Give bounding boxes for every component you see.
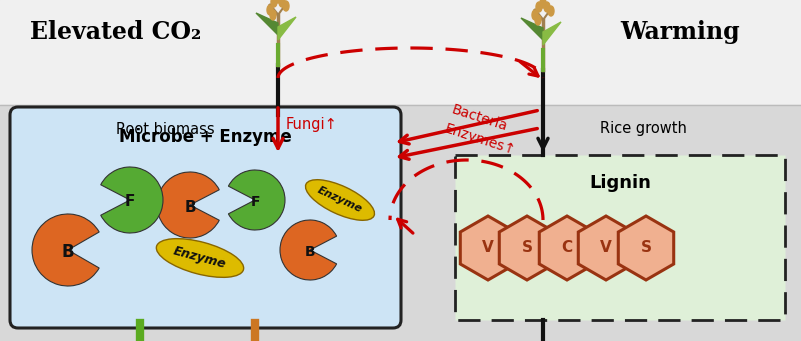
Polygon shape <box>539 216 594 280</box>
Ellipse shape <box>279 0 285 7</box>
Wedge shape <box>280 220 336 280</box>
Text: Root biomass: Root biomass <box>116 122 215 137</box>
Text: Lignin: Lignin <box>589 174 651 192</box>
Ellipse shape <box>536 2 542 12</box>
Ellipse shape <box>535 15 541 25</box>
Bar <box>455 155 785 320</box>
Ellipse shape <box>283 1 289 11</box>
Ellipse shape <box>156 239 244 277</box>
Bar <box>0 105 801 341</box>
Text: Rice growth: Rice growth <box>600 120 687 135</box>
Polygon shape <box>543 22 561 45</box>
Text: C: C <box>562 240 573 255</box>
Polygon shape <box>278 17 296 40</box>
Text: Warming: Warming <box>620 20 739 44</box>
Text: V: V <box>600 240 612 255</box>
FancyBboxPatch shape <box>10 107 401 328</box>
Ellipse shape <box>305 180 375 220</box>
Polygon shape <box>461 216 516 280</box>
Text: V: V <box>482 240 494 255</box>
Text: F: F <box>250 195 260 209</box>
Ellipse shape <box>275 0 281 3</box>
Text: S: S <box>521 240 533 255</box>
Wedge shape <box>228 170 285 230</box>
Text: F: F <box>125 194 135 209</box>
Text: B: B <box>184 199 195 214</box>
Text: S: S <box>641 240 651 255</box>
Bar <box>0 0 801 105</box>
Wedge shape <box>32 214 99 286</box>
Text: Bacteria: Bacteria <box>450 102 509 134</box>
Polygon shape <box>618 216 674 280</box>
Ellipse shape <box>544 2 550 12</box>
Text: B: B <box>304 245 316 259</box>
Text: Microbe + Enzyme: Microbe + Enzyme <box>119 128 292 146</box>
Polygon shape <box>499 216 555 280</box>
Ellipse shape <box>271 0 277 7</box>
Wedge shape <box>101 167 163 233</box>
Ellipse shape <box>267 5 273 15</box>
Ellipse shape <box>540 0 546 8</box>
Ellipse shape <box>532 10 538 20</box>
Text: Fungi↑: Fungi↑ <box>286 118 338 133</box>
Polygon shape <box>256 13 278 35</box>
Polygon shape <box>578 216 634 280</box>
Ellipse shape <box>548 6 554 16</box>
Text: Enzymes↑: Enzymes↑ <box>443 122 517 158</box>
Text: Enzyme: Enzyme <box>172 245 227 271</box>
Wedge shape <box>157 172 219 238</box>
Text: Elevated CO₂: Elevated CO₂ <box>30 20 201 44</box>
Polygon shape <box>521 18 543 40</box>
Text: Enzyme: Enzyme <box>316 185 364 215</box>
Ellipse shape <box>270 10 276 20</box>
Text: B: B <box>62 243 74 261</box>
